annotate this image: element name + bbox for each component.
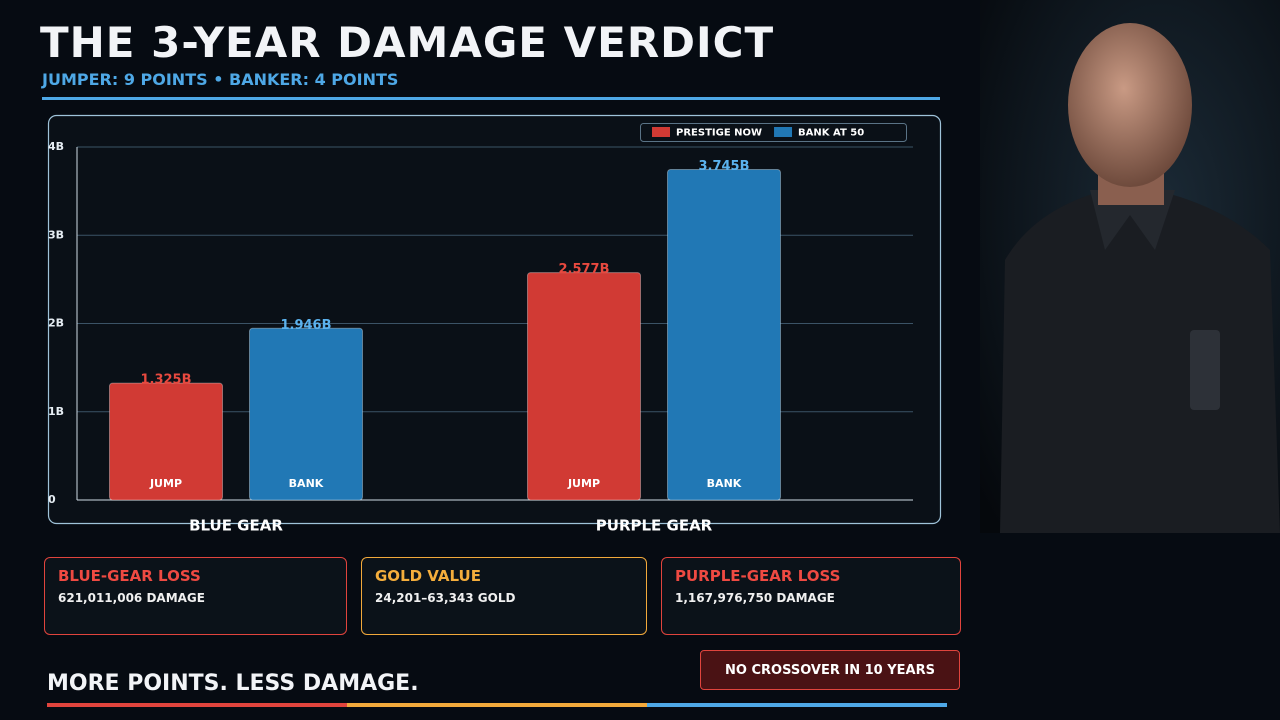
tagline: MORE POINTS. LESS DAMAGE.	[47, 671, 419, 696]
y-tick-label: 4B	[48, 140, 64, 153]
accent-bar	[347, 703, 647, 707]
legend-swatch	[652, 127, 670, 137]
legend-label: BANK AT 50	[798, 128, 864, 139]
value-label: 1.946B	[280, 318, 331, 333]
value-label: 2.577B	[558, 262, 609, 277]
bar	[527, 272, 641, 501]
card-title: PURPLE-GEAR LOSS	[675, 567, 841, 585]
title: THE 3-YEAR DAMAGE VERDICT	[40, 18, 775, 67]
bar-label: BANK	[289, 477, 324, 490]
y-tick-label: 2B	[48, 317, 64, 330]
card: GOLD VALUE 24,201–63,343 GOLD	[361, 557, 647, 635]
value-label: 3.745B	[698, 159, 749, 174]
subtitle: JUMPER: 9 POINTS • BANKER: 4 POINTS	[42, 70, 399, 89]
legend-label: PRESTIGE NOW	[676, 128, 762, 139]
card-title: BLUE-GEAR LOSS	[58, 567, 201, 585]
y-tick-label: 0	[48, 493, 56, 506]
bar	[667, 169, 781, 501]
legend-swatch	[774, 127, 793, 137]
button[interactable]: NO CROSSOVER IN 10 YEARS	[700, 650, 960, 690]
bar-label: JUMP	[567, 477, 600, 490]
bar-label: JUMP	[149, 477, 182, 490]
bar-label: BANK	[707, 477, 742, 490]
accent-bar	[647, 703, 947, 707]
card-body: 24,201–63,343 GOLD	[375, 591, 516, 605]
card-body: 1,167,976,750 DAMAGE	[675, 591, 835, 605]
x-tick-label: PURPLE GEAR	[596, 517, 713, 535]
card-body: 621,011,006 DAMAGE	[58, 591, 205, 605]
accent-bar	[47, 703, 347, 707]
y-tick-label: 3B	[48, 228, 64, 241]
card-title: GOLD VALUE	[375, 567, 481, 585]
y-tick-label: 1B	[48, 405, 64, 418]
legend-box	[640, 123, 907, 142]
bar	[249, 327, 363, 501]
card: PURPLE-GEAR LOSS 1,167,976,750 DAMAGE	[661, 557, 961, 635]
value-label: 1.325B	[140, 373, 191, 388]
bar	[109, 382, 223, 501]
portrait	[980, 0, 1280, 533]
chart: 0 1B 2B 3B 4B BLUE GEAR 1.325B JUMP 1.946B BANK PU…	[47, 114, 942, 535]
x-tick-label: BLUE GEAR	[189, 517, 283, 535]
divider	[42, 97, 940, 100]
card: BLUE-GEAR LOSS 621,011,006 DAMAGE	[44, 557, 347, 635]
